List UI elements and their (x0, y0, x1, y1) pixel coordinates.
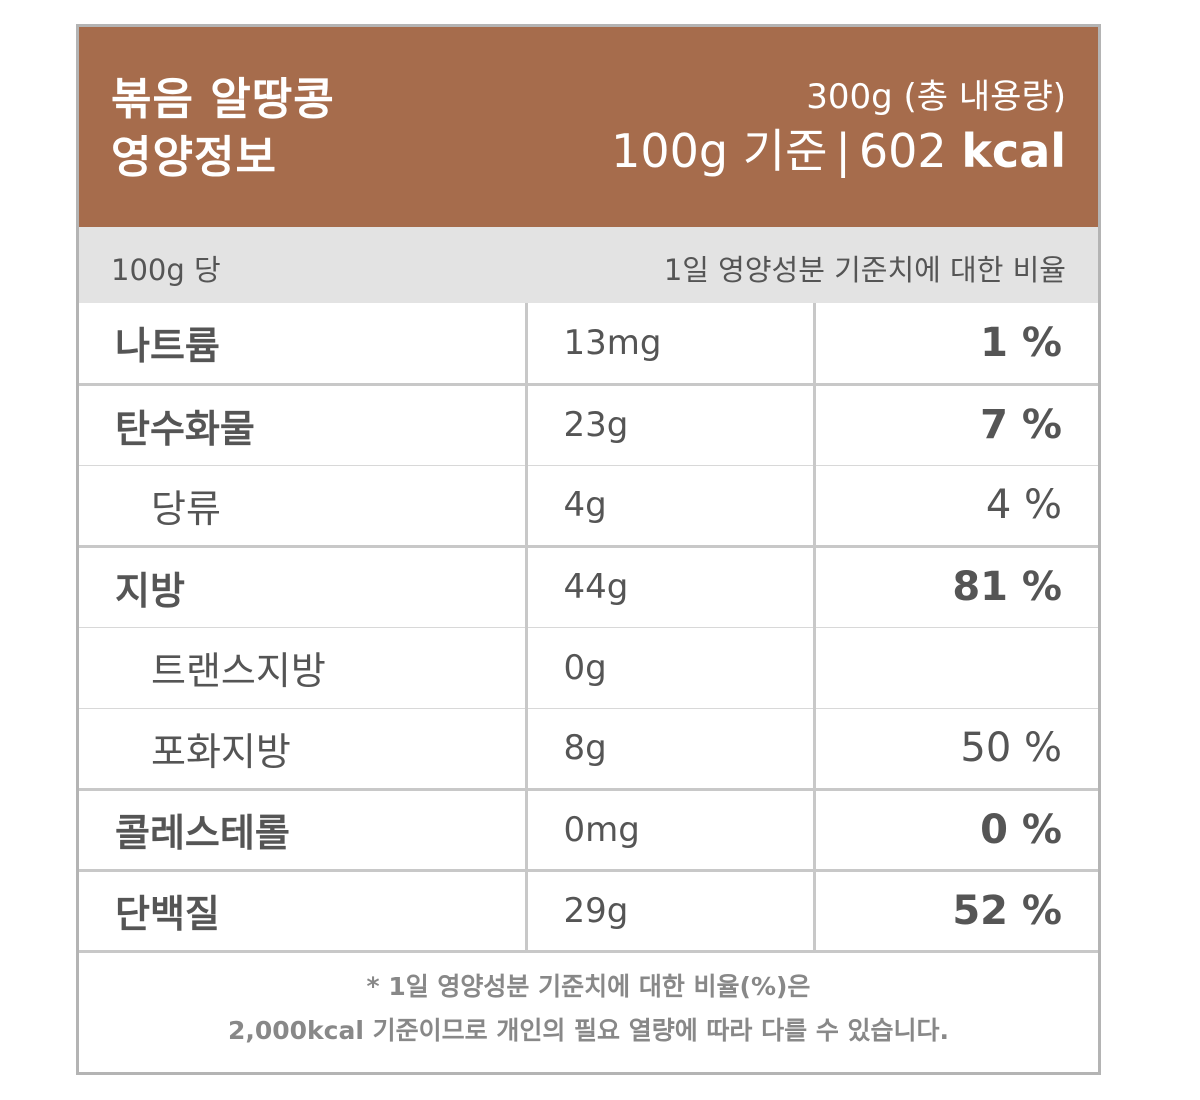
nutrient-name: 지방 (79, 546, 528, 628)
calorie-value: 602 (858, 124, 947, 178)
separator: | (835, 124, 851, 178)
total-contents: 300g (총 내용량) (806, 77, 1066, 117)
nutrient-table: 나트륨 13mg 1 % 탄수화물 23g 7 % 당류 4g 4 % 지방 4… (79, 303, 1098, 953)
table-row: 단백질 29g 52 % (79, 870, 1098, 953)
nutrient-percent: 1 % (814, 303, 1098, 386)
table-row: 지방 44g 81 % (79, 546, 1098, 628)
table-row: 탄수화물 23g 7 % (79, 384, 1098, 466)
daily-value-label: 1일 영양성분 기준치에 대한 비율 (663, 253, 1066, 287)
nutrient-percent: 50 % (814, 708, 1098, 791)
nutrition-facts-panel: 볶음 알땅콩 영양정보 300g (총 내용량) 100g 기준 | 602 kca… (76, 24, 1101, 1075)
table-row: 포화지방 8g 50 % (79, 708, 1098, 791)
per-serving-label: 100g 당 (111, 253, 221, 287)
product-name: 볶음 알땅콩 (111, 74, 335, 125)
nutrient-percent: 81 % (814, 546, 1098, 628)
nutrition-header: 볶음 알땅콩 영양정보 300g (총 내용량) 100g 기준 | 602 kca… (79, 27, 1098, 227)
table-row: 콜레스테롤 0mg 0 % (79, 789, 1098, 872)
nutrient-name: 당류 (79, 465, 528, 548)
nutrient-percent: 4 % (814, 465, 1098, 548)
column-header: 100g 당 1일 영양성분 기준치에 대한 비율 (79, 227, 1098, 303)
nutrient-name: 탄수화물 (79, 384, 528, 466)
footnote: * 1일 영양성분 기준치에 대한 비율(%)은 2,000kcal 기준이므로… (79, 953, 1098, 1053)
nutrient-amount: 44g (526, 546, 816, 628)
nutrient-amount: 23g (526, 384, 816, 466)
table-row: 트랜스지방 0g (79, 627, 1098, 709)
header-summary: 300g (총 내용량) 100g 기준 | 602 kcal (611, 73, 1066, 181)
nutrient-name: 단백질 (79, 870, 528, 953)
calorie-summary: 100g 기준 | 602 kcal (611, 121, 1066, 181)
nutrient-amount: 0mg (526, 789, 816, 872)
table-row: 나트륨 13mg 1 % (79, 303, 1098, 386)
nutrient-amount: 4g (526, 465, 816, 548)
nutrient-amount: 8g (526, 708, 816, 791)
nutrient-percent (814, 627, 1098, 709)
nutrient-name: 콜레스테롤 (79, 789, 528, 872)
nutrition-info-label: 영양정보 (111, 132, 277, 183)
calorie-unit: kcal (961, 124, 1066, 178)
footnote-line: 2,000kcal 기준이므로 개인의 필요 열량에 따라 다를 수 있습니다. (227, 1015, 950, 1045)
table-row: 당류 4g 4 % (79, 465, 1098, 548)
nutrient-percent: 0 % (814, 789, 1098, 872)
nutrient-percent: 7 % (814, 384, 1098, 466)
footnote-line: * 1일 영양성분 기준치에 대한 비율(%)은 (366, 971, 811, 1001)
serving-basis: 100g 기준 (611, 124, 828, 178)
nutrient-name: 나트륨 (79, 303, 528, 386)
nutrient-name: 트랜스지방 (79, 627, 528, 709)
nutrient-amount: 0g (526, 627, 816, 709)
nutrient-amount: 13mg (526, 303, 816, 386)
product-title: 볶음 알땅콩 영양정보 (111, 71, 335, 187)
nutrient-name: 포화지방 (79, 708, 528, 791)
nutrient-percent: 52 % (814, 870, 1098, 953)
nutrient-amount: 29g (526, 870, 816, 953)
